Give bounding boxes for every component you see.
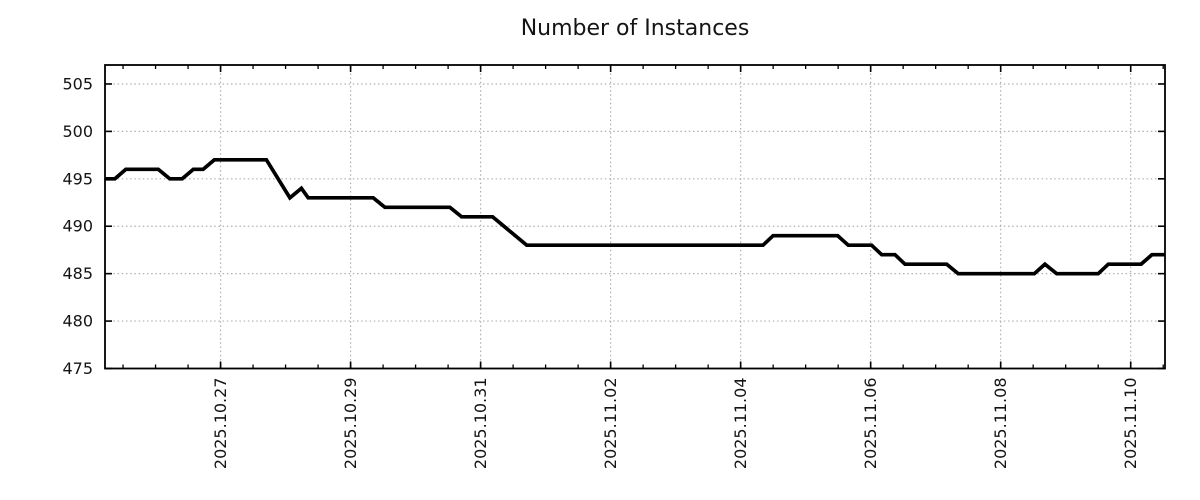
y-tick-label: 490	[62, 217, 93, 236]
chart-title: Number of Instances	[520, 16, 750, 41]
x-tick-label: 2025.10.27	[211, 378, 230, 470]
x-tick-label-group: 2025.11.04	[731, 378, 750, 470]
x-tick-label-group: 2025.10.29	[341, 378, 360, 470]
x-tick-label-group: 2025.11.02	[601, 378, 620, 470]
x-tick-label-group: 2025.10.27	[211, 378, 230, 470]
x-tick-label: 2025.11.08	[991, 378, 1010, 470]
series-line-instances	[105, 157, 1165, 276]
x-tick-label: 2025.10.29	[341, 378, 360, 470]
y-tick-label: 505	[62, 74, 93, 93]
x-tick-label-group: 2025.11.08	[991, 378, 1010, 470]
y-tick-label: 495	[62, 169, 93, 188]
x-tick-label: 2025.11.10	[1121, 378, 1140, 470]
x-tick-label: 2025.10.31	[471, 378, 490, 470]
y-tick-label: 500	[62, 122, 93, 141]
x-tick-label: 2025.11.04	[731, 378, 750, 470]
y-tick-label: 475	[62, 359, 93, 378]
y-tick-label: 485	[62, 264, 93, 283]
x-tick-label-group: 2025.11.10	[1121, 378, 1140, 470]
x-tick-label-group: 2025.11.06	[861, 378, 880, 470]
plot-border	[104, 64, 1166, 370]
x-tick-label: 2025.11.06	[861, 378, 880, 470]
y-tick-label: 480	[62, 312, 93, 331]
x-tick-label-group: 2025.10.31	[471, 378, 490, 470]
x-tick-label: 2025.11.02	[601, 378, 620, 470]
